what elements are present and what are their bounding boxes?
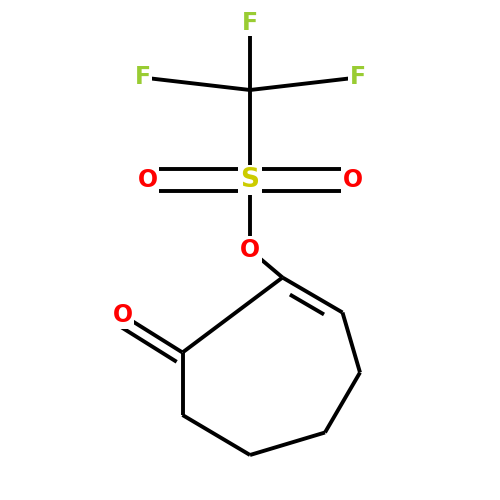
Text: F: F <box>350 66 366 90</box>
Text: O: O <box>342 168 362 192</box>
Text: O: O <box>240 238 260 262</box>
Text: O: O <box>138 168 158 192</box>
Text: O: O <box>112 303 132 327</box>
Text: F: F <box>242 10 258 34</box>
Text: S: S <box>240 167 260 193</box>
Text: F: F <box>134 66 150 90</box>
